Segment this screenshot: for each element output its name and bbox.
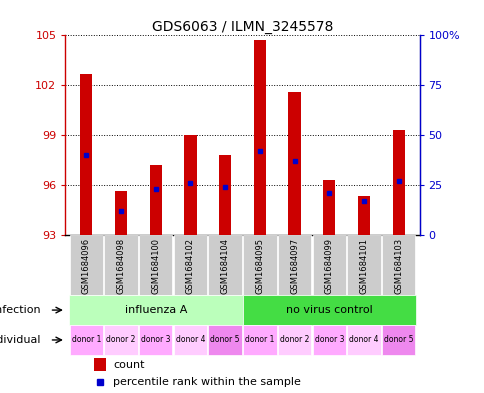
Text: donor 4: donor 4: [175, 336, 205, 345]
Bar: [242, 235, 276, 295]
Bar: [93, 358, 106, 371]
Bar: [312, 325, 345, 355]
Text: donor 3: donor 3: [141, 336, 170, 345]
Text: donor 5: donor 5: [383, 336, 412, 345]
Bar: [70, 325, 103, 355]
Bar: [312, 235, 345, 295]
Bar: [392, 130, 404, 235]
Text: influenza A: influenza A: [124, 305, 186, 315]
Bar: [139, 325, 172, 355]
Text: donor 3: donor 3: [314, 336, 343, 345]
Text: donor 2: donor 2: [279, 336, 309, 345]
Text: GSM1684103: GSM1684103: [393, 238, 402, 294]
Text: GSM1684101: GSM1684101: [359, 238, 368, 294]
Bar: [150, 165, 162, 235]
Bar: [104, 325, 137, 355]
Bar: [242, 295, 415, 325]
Bar: [277, 325, 311, 355]
Text: donor 4: donor 4: [348, 336, 378, 345]
Text: GSM1684096: GSM1684096: [82, 238, 91, 294]
Bar: [115, 191, 127, 235]
Text: GSM1684095: GSM1684095: [255, 238, 264, 294]
Bar: [381, 325, 414, 355]
Text: count: count: [113, 360, 144, 370]
Bar: [253, 40, 265, 235]
Text: GSM1684102: GSM1684102: [185, 238, 195, 294]
Bar: [80, 73, 92, 235]
Bar: [173, 235, 207, 295]
Text: individual: individual: [0, 335, 41, 345]
Bar: [242, 325, 276, 355]
Text: donor 1: donor 1: [245, 336, 274, 345]
Text: GSM1684099: GSM1684099: [324, 238, 333, 294]
Text: percentile rank within the sample: percentile rank within the sample: [113, 377, 301, 387]
Bar: [184, 135, 196, 235]
Text: GSM1684098: GSM1684098: [116, 238, 125, 294]
Text: no virus control: no virus control: [285, 305, 372, 315]
Bar: [288, 92, 300, 235]
Bar: [357, 196, 369, 235]
Text: infection: infection: [0, 305, 41, 315]
Bar: [277, 235, 311, 295]
Title: GDS6063 / ILMN_3245578: GDS6063 / ILMN_3245578: [151, 20, 333, 34]
Bar: [104, 235, 137, 295]
Text: donor 5: donor 5: [210, 336, 240, 345]
Bar: [208, 235, 242, 295]
Text: donor 2: donor 2: [106, 336, 136, 345]
Bar: [322, 180, 334, 235]
Text: GSM1684104: GSM1684104: [220, 238, 229, 294]
Text: GSM1684097: GSM1684097: [289, 238, 299, 294]
Text: donor 1: donor 1: [72, 336, 101, 345]
Bar: [381, 235, 414, 295]
Bar: [69, 295, 242, 325]
Text: GSM1684100: GSM1684100: [151, 238, 160, 294]
Bar: [70, 235, 103, 295]
Bar: [173, 325, 207, 355]
Bar: [347, 325, 380, 355]
Bar: [139, 235, 172, 295]
Bar: [208, 325, 242, 355]
Bar: [219, 155, 231, 235]
Bar: [347, 235, 380, 295]
